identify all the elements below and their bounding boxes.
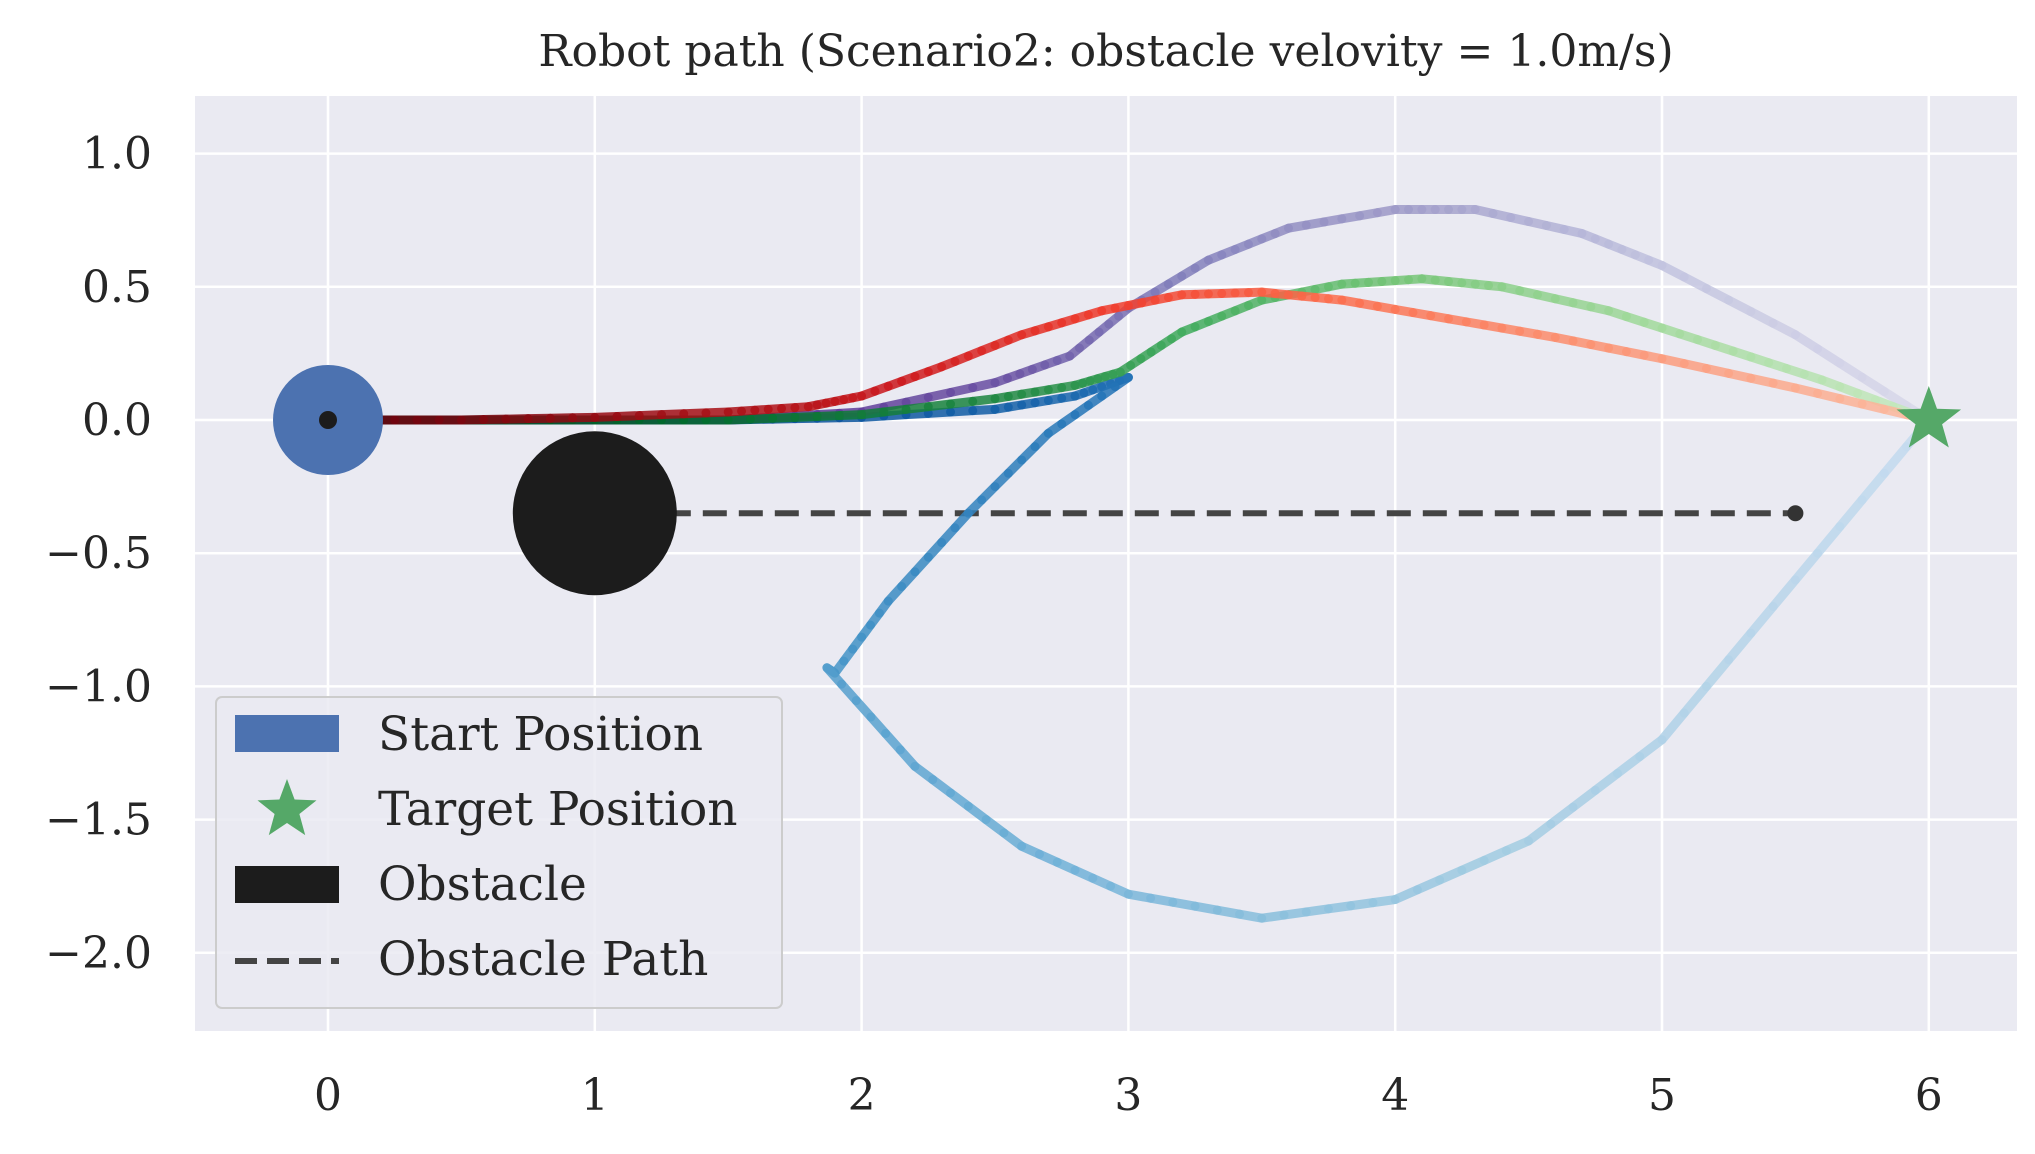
x-tick-label: 3 <box>1114 1070 1142 1121</box>
y-tick-label: −0.5 <box>45 528 152 579</box>
x-tick-label: 4 <box>1381 1070 1409 1121</box>
robot-current-point <box>319 411 337 429</box>
legend-obstacle-path-label: Obstacle Path <box>378 932 708 987</box>
legend-start-swatch <box>235 715 339 752</box>
y-tick-label: −1.5 <box>45 795 152 846</box>
legend: Start Position Target Position Obstacle … <box>216 697 782 1008</box>
y-tick-label: 1.0 <box>82 129 152 180</box>
obstacle-marker <box>513 431 677 595</box>
legend-target-label: Target Position <box>378 782 738 837</box>
y-tick-label: −1.0 <box>45 661 152 712</box>
x-tick-label: 5 <box>1648 1070 1676 1121</box>
obstacle-path-end-point <box>1787 505 1803 521</box>
legend-start-label: Start Position <box>378 707 703 762</box>
chart-title: Robot path (Scenario2: obstacle velovity… <box>538 26 1673 77</box>
x-tick-label: 0 <box>314 1070 342 1121</box>
x-tick-label: 6 <box>1915 1070 1943 1121</box>
legend-obstacle-label: Obstacle <box>378 857 587 912</box>
x-tick-label: 2 <box>848 1070 876 1121</box>
x-tick-label: 1 <box>581 1070 609 1121</box>
y-tick-label: −2.0 <box>45 928 152 979</box>
y-tick-label: 0.5 <box>82 262 152 313</box>
legend-obstacle-swatch <box>235 866 339 903</box>
y-tick-label: 0.0 <box>82 395 152 446</box>
